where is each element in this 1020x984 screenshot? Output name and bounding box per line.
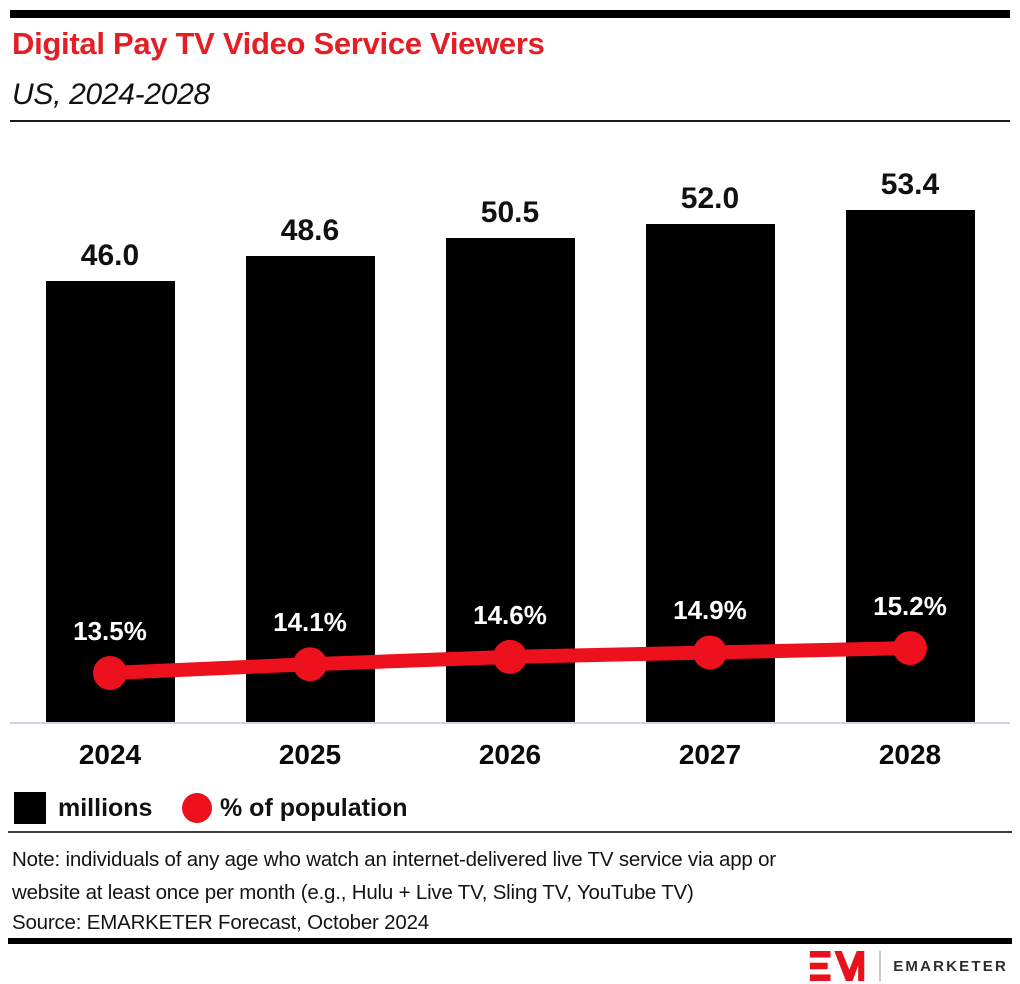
trend-marker xyxy=(493,639,527,674)
top-accent-bar xyxy=(10,10,1010,18)
header-divider xyxy=(10,120,1010,122)
source-text: Source: EMARKETER Forecast, October 2024 xyxy=(12,911,429,934)
bottom-accent-bar xyxy=(8,938,1012,944)
emarketer-wordmark: EMARKETER xyxy=(893,957,1008,975)
x-axis-label-2024: 2024 xyxy=(78,739,142,770)
x-axis-line xyxy=(10,722,1010,724)
logo-divider xyxy=(879,951,882,981)
footnote-divider xyxy=(8,831,1012,833)
bar-2028 xyxy=(845,210,975,723)
line-value-label: 14.6% xyxy=(473,599,547,630)
trend-marker xyxy=(693,635,727,670)
line-value-label: 13.5% xyxy=(73,616,147,647)
legend-swatch-percent xyxy=(182,793,212,823)
bar-value-label: 50.5 xyxy=(480,196,540,230)
trend-marker xyxy=(93,656,127,690)
legend-label-millions: millions xyxy=(58,794,153,822)
note-text-line-1: Note: individuals of any age who watch a… xyxy=(12,848,776,871)
x-axis-label-2027: 2027 xyxy=(678,739,742,770)
bar-2024 xyxy=(45,281,175,723)
chart-title: Digital Pay TV Video Service Viewers xyxy=(12,26,545,61)
x-axis-label-2028: 2028 xyxy=(878,739,942,770)
chart-subtitle: US, 2024-2028 xyxy=(12,78,210,111)
line-value-label: 15.2% xyxy=(873,591,947,622)
note-text-line-2: website at least once per month (e.g., H… xyxy=(12,881,694,904)
bar-2025 xyxy=(245,256,375,723)
emarketer-monogram-icon xyxy=(810,951,865,981)
legend-swatch-millions xyxy=(14,792,46,824)
line-value-label: 14.1% xyxy=(273,607,347,638)
bar-value-label: 53.4 xyxy=(880,168,940,202)
trend-marker xyxy=(893,631,927,666)
bar-value-label: 52.0 xyxy=(680,181,740,215)
x-axis-label-2026: 2026 xyxy=(478,739,542,770)
emarketer-logo: EMARKETER xyxy=(809,950,1008,982)
trend-line xyxy=(109,641,911,680)
line-value-label: 14.9% xyxy=(673,595,747,626)
x-axis-label-2025: 2025 xyxy=(278,739,342,770)
bar-value-label: 46.0 xyxy=(80,239,140,273)
bar-2026 xyxy=(445,238,575,723)
bar-2027 xyxy=(645,223,775,723)
trend-marker xyxy=(293,647,327,682)
legend-label-percent: % of population xyxy=(220,794,408,822)
bar-value-label: 48.6 xyxy=(280,214,340,248)
